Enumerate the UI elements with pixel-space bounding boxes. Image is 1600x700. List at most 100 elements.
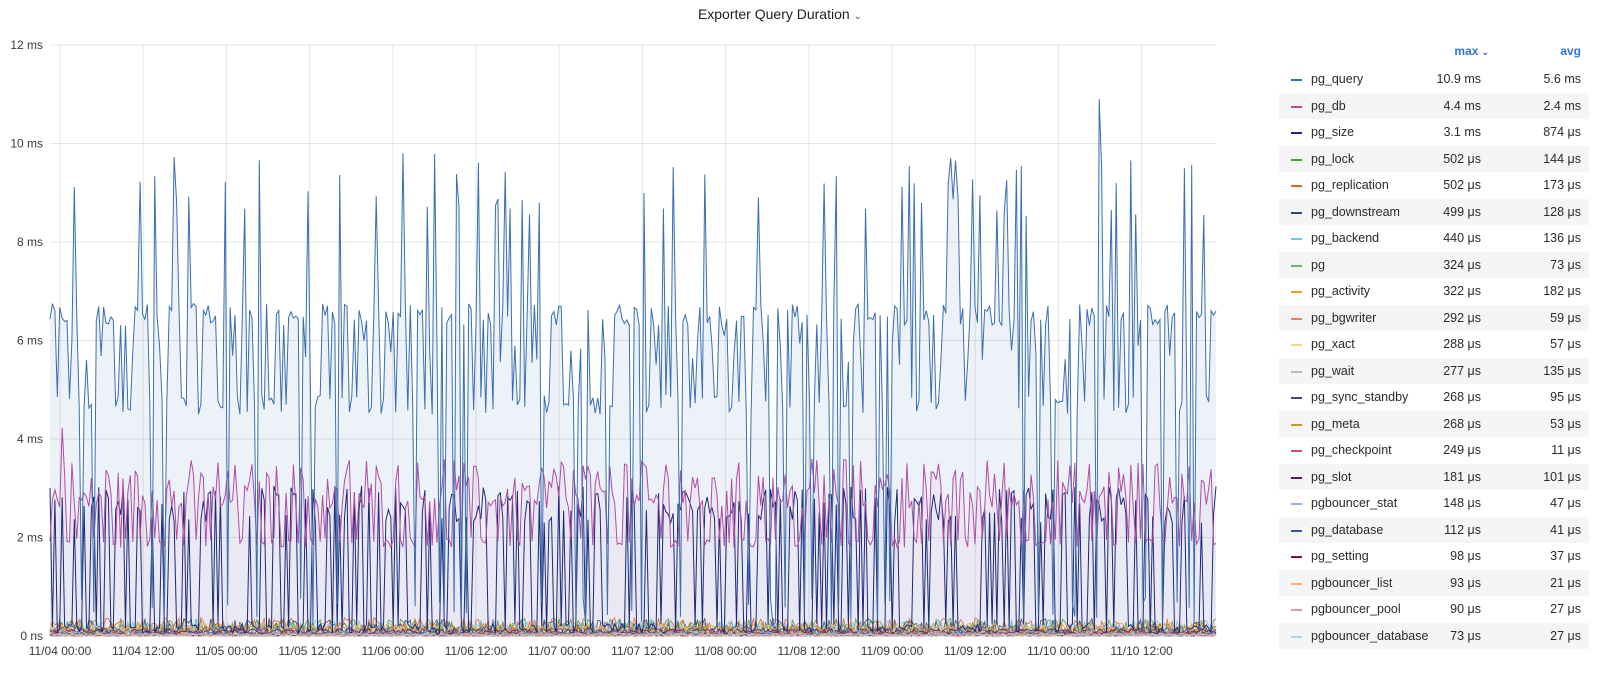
legend-row[interactable]: pgbouncer_database 73 μs 27 μs — [1279, 622, 1589, 649]
series-color-swatch — [1291, 185, 1302, 187]
y-tick-label: 8 ms — [17, 235, 43, 249]
series-max: 181 μs — [1443, 469, 1481, 484]
x-tick-label: 11/06 00:00 — [362, 644, 425, 658]
series-name[interactable]: pg_activity — [1311, 284, 1371, 298]
chevron-down-icon: ⌄ — [1481, 47, 1489, 57]
series-name[interactable]: pg_checkpoint — [1311, 443, 1392, 457]
series-color-swatch — [1291, 264, 1302, 267]
series-color-swatch — [1291, 450, 1302, 452]
x-tick-label: 11/07 00:00 — [528, 644, 591, 658]
series-color-swatch — [1291, 556, 1302, 558]
series-avg: 11 μs — [1551, 443, 1581, 457]
legend-row[interactable]: pg_db 4.4 ms 2.4 ms — [1279, 92, 1589, 119]
series-name[interactable]: pg — [1311, 257, 1325, 272]
series-avg: 135 μs — [1543, 363, 1581, 378]
legend-row[interactable]: pg_sync_standby 268 μs 95 μs — [1279, 384, 1589, 411]
legend-row[interactable]: pg_query 10.9 ms 5.6 ms — [1279, 66, 1589, 93]
x-tick-label: 11/10 12:00 — [1110, 644, 1173, 658]
series-avg: 95 μs — [1550, 390, 1581, 404]
y-tick-label: 6 ms — [17, 334, 43, 348]
series-max: 148 μs — [1443, 496, 1481, 510]
series-name[interactable]: pg_meta — [1311, 416, 1360, 431]
series-max: 288 μs — [1443, 337, 1481, 351]
panel-title[interactable]: Exporter Query Duration ⌄ — [0, 6, 1560, 22]
series-color-swatch — [1291, 609, 1302, 611]
legend-rows: pg_query 10.9 ms 5.6 ms pg_db 4.4 ms 2.4 ms pg… — [1279, 66, 1589, 649]
y-axis: 0 ns 2 ms 4 ms 6 ms 8 ms 10 ms 12 ms — [10, 38, 43, 643]
legend-row[interactable]: pgbouncer_pool 90 μs 27 μs — [1279, 596, 1589, 623]
series-max: 268 μs — [1443, 416, 1481, 431]
series-name[interactable]: pg_downstream — [1311, 204, 1400, 219]
series-avg: 173 μs — [1543, 178, 1581, 192]
series-name[interactable]: pg_wait — [1311, 363, 1355, 378]
legend-header-max[interactable]: max ⌄ — [1454, 44, 1489, 58]
series-name[interactable]: pg_query — [1311, 72, 1364, 86]
legend-row[interactable]: pg_activity 322 μs 182 μs — [1279, 278, 1589, 305]
legend-row[interactable]: pg_meta 268 μs 53 μs — [1279, 410, 1589, 437]
series-avg: 144 μs — [1543, 151, 1581, 166]
series-max: 98 μs — [1450, 549, 1481, 563]
series-name[interactable]: pg_size — [1311, 125, 1355, 139]
series-avg: 57 μs — [1550, 337, 1581, 351]
series-name[interactable]: pgbouncer_list — [1311, 575, 1393, 590]
legend-row[interactable]: pg_lock 502 μs 144 μs — [1279, 145, 1589, 172]
legend-row[interactable]: pg_checkpoint 249 μs 11 μs — [1279, 437, 1589, 464]
line-chart[interactable]: 0 ns 2 ms 4 ms 6 ms 8 ms 10 ms 12 ms 11/04 00:… — [0, 0, 1240, 700]
series-name[interactable]: pgbouncer_pool — [1311, 602, 1401, 616]
series-area-pg_query — [50, 99, 1216, 636]
legend-row[interactable]: pg_downstream 499 μs 128 μs — [1279, 198, 1589, 225]
series-color-swatch — [1291, 344, 1302, 346]
x-tick-label: 11/09 12:00 — [944, 644, 1007, 658]
legend-row[interactable]: pg 324 μs 73 μs — [1279, 251, 1589, 278]
x-tick-label: 11/04 00:00 — [29, 644, 92, 658]
legend-row[interactable]: pg_xact 288 μs 57 μs — [1279, 331, 1589, 358]
legend-row[interactable]: pg_backend 440 μs 136 μs — [1279, 225, 1589, 252]
series-name[interactable]: pg_sync_standby — [1311, 390, 1409, 404]
y-tick-label: 4 ms — [17, 432, 43, 446]
series-max: 322 μs — [1443, 284, 1481, 298]
legend-row[interactable]: pg_bgwriter 292 μs 59 μs — [1279, 304, 1589, 331]
y-tick-label: 12 ms — [10, 38, 43, 52]
series-avg: 73 μs — [1550, 257, 1581, 272]
series-name[interactable]: pg_bgwriter — [1311, 310, 1377, 325]
legend-row[interactable]: pg_database 112 μs 41 μs — [1279, 516, 1589, 543]
legend-table: max ⌄ avg pg_query 10.9 ms 5.6 ms pg_db 4.4 m… — [1279, 40, 1589, 649]
series-color-swatch — [1291, 503, 1302, 505]
series-name[interactable]: pg_database — [1311, 522, 1384, 537]
series-name[interactable]: pg_db — [1311, 98, 1346, 113]
series-color-swatch — [1291, 238, 1302, 240]
series-name[interactable]: pg_lock — [1311, 151, 1355, 166]
chart-series-lines — [49, 99, 1217, 638]
series-name[interactable]: pgbouncer_database — [1311, 628, 1429, 643]
legend-row[interactable]: pgbouncer_list 93 μs 21 μs — [1279, 569, 1589, 596]
series-name[interactable]: pg_xact — [1311, 337, 1355, 351]
legend-row[interactable]: pg_replication 502 μs 173 μs — [1279, 172, 1589, 199]
legend-row[interactable]: pgbouncer_stat 148 μs 47 μs — [1279, 490, 1589, 517]
series-color-swatch — [1291, 582, 1302, 585]
x-tick-label: 11/09 00:00 — [861, 644, 924, 658]
series-avg: 27 μs — [1550, 602, 1581, 616]
series-name[interactable]: pg_setting — [1311, 549, 1369, 563]
series-color-swatch — [1291, 79, 1302, 81]
series-name[interactable]: pg_replication — [1311, 178, 1389, 192]
legend-header-avg[interactable]: avg — [1560, 44, 1581, 58]
series-max: 3.1 ms — [1443, 125, 1481, 139]
series-avg: 59 μs — [1550, 310, 1581, 325]
series-avg: 47 μs — [1550, 496, 1581, 510]
series-max: 440 μs — [1443, 231, 1481, 245]
series-color-swatch — [1291, 132, 1302, 134]
y-tick-label: 0 ns — [20, 629, 43, 643]
series-name[interactable]: pgbouncer_stat — [1311, 496, 1398, 510]
series-max: 112 μs — [1444, 522, 1481, 537]
series-avg: 5.6 ms — [1543, 72, 1581, 86]
legend-row[interactable]: pg_wait 277 μs 135 μs — [1279, 357, 1589, 384]
series-name[interactable]: pg_backend — [1311, 231, 1380, 245]
chevron-down-icon[interactable]: ⌄ — [853, 11, 863, 22]
series-color-swatch — [1291, 423, 1302, 426]
legend-row[interactable]: pg_setting 98 μs 37 μs — [1279, 543, 1589, 570]
series-avg: 27 μs — [1550, 628, 1581, 643]
legend-row[interactable]: pg_slot 181 μs 101 μs — [1279, 463, 1589, 490]
legend-row[interactable]: pg_size 3.1 ms 874 μs — [1279, 119, 1589, 146]
x-tick-label: 11/07 12:00 — [611, 644, 674, 658]
series-name[interactable]: pg_slot — [1311, 469, 1352, 484]
